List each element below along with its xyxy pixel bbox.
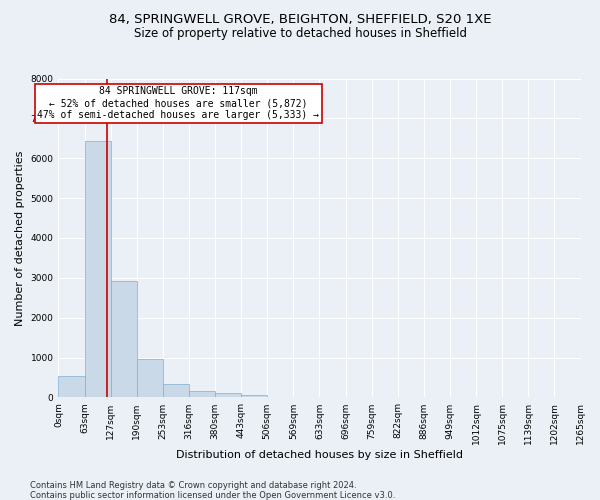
Bar: [241, 395, 267, 398]
Text: Contains HM Land Registry data © Crown copyright and database right 2024.: Contains HM Land Registry data © Crown c…: [30, 481, 356, 490]
Y-axis label: Number of detached properties: Number of detached properties: [15, 150, 25, 326]
Bar: [163, 384, 189, 398]
Text: Size of property relative to detached houses in Sheffield: Size of property relative to detached ho…: [133, 28, 467, 40]
Bar: [137, 359, 163, 398]
Text: 84 SPRINGWELL GROVE: 117sqm
← 52% of detached houses are smaller (5,872)
47% of : 84 SPRINGWELL GROVE: 117sqm ← 52% of det…: [37, 86, 319, 120]
Text: 84, SPRINGWELL GROVE, BEIGHTON, SHEFFIELD, S20 1XE: 84, SPRINGWELL GROVE, BEIGHTON, SHEFFIEL…: [109, 12, 491, 26]
Bar: [110, 281, 137, 398]
X-axis label: Distribution of detached houses by size in Sheffield: Distribution of detached houses by size …: [176, 450, 463, 460]
Bar: [85, 141, 110, 398]
Bar: [215, 394, 241, 398]
Bar: [189, 392, 215, 398]
Bar: [58, 376, 85, 398]
Text: Contains public sector information licensed under the Open Government Licence v3: Contains public sector information licen…: [30, 491, 395, 500]
